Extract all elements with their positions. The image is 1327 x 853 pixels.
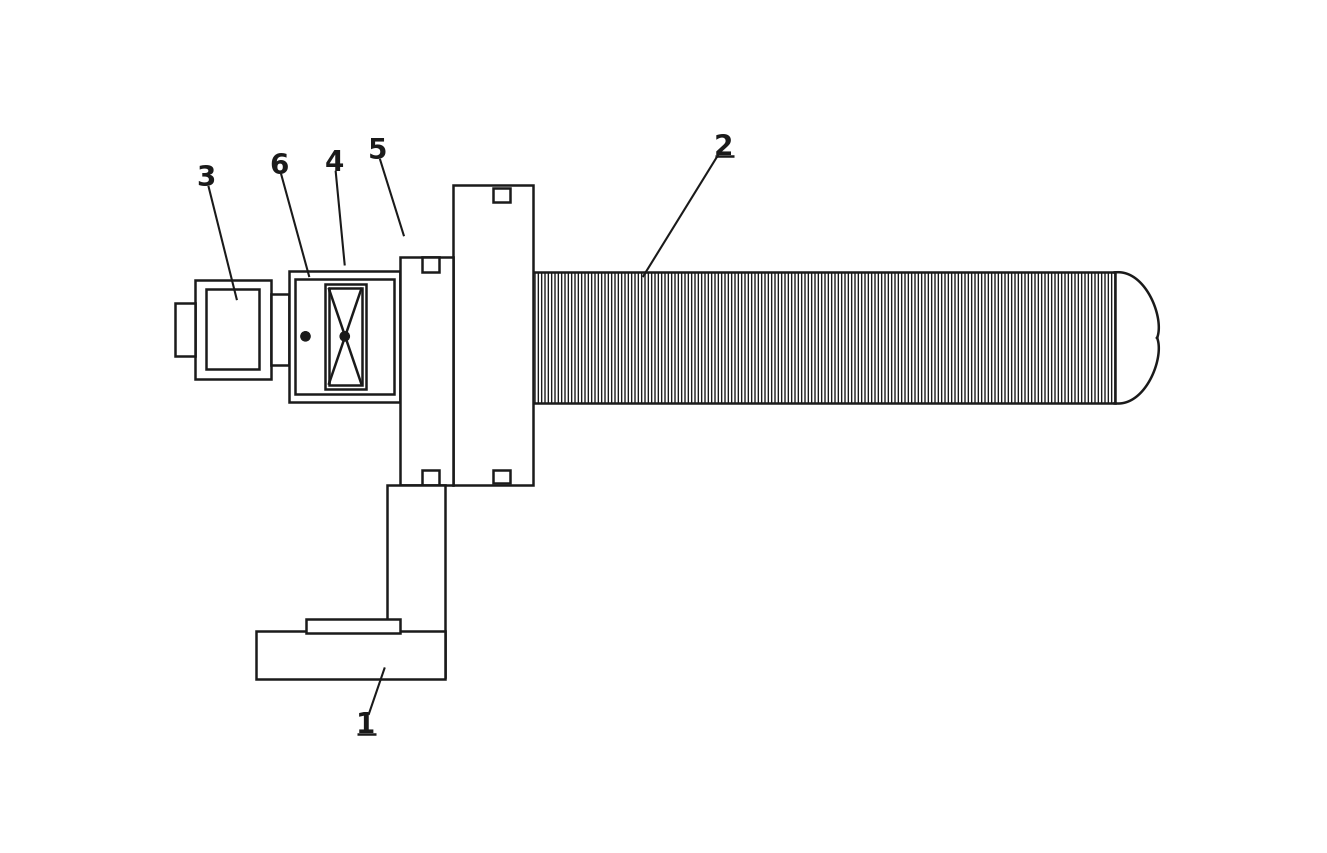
Bar xyxy=(206,290,259,370)
Bar xyxy=(195,281,271,380)
Bar xyxy=(175,304,195,357)
Text: 4: 4 xyxy=(325,148,345,177)
Bar xyxy=(492,189,510,202)
Circle shape xyxy=(301,333,311,341)
Bar xyxy=(387,485,445,677)
Bar xyxy=(307,619,401,633)
Bar xyxy=(288,271,401,403)
Bar xyxy=(422,470,439,485)
Bar xyxy=(401,258,453,485)
Text: 6: 6 xyxy=(269,152,288,179)
Bar xyxy=(325,285,365,389)
Bar xyxy=(271,294,288,365)
Text: 3: 3 xyxy=(196,164,216,192)
Bar xyxy=(453,185,532,485)
Circle shape xyxy=(340,333,349,341)
Bar xyxy=(295,279,394,395)
Text: 2: 2 xyxy=(714,133,734,161)
Bar xyxy=(329,288,362,386)
Text: 5: 5 xyxy=(368,136,387,165)
Text: 1: 1 xyxy=(356,710,376,738)
Bar xyxy=(492,470,510,484)
Bar xyxy=(256,631,445,679)
Bar xyxy=(422,258,439,273)
Bar xyxy=(488,273,1115,403)
